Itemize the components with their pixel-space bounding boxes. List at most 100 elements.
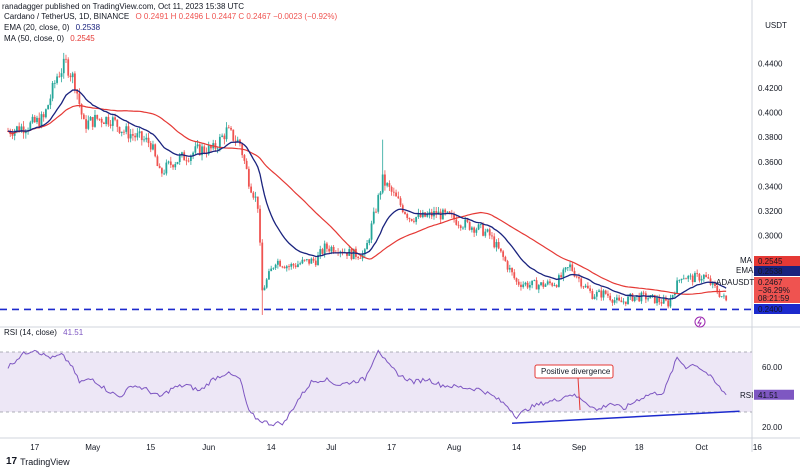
candle-body <box>473 227 476 233</box>
candle-body <box>185 160 188 162</box>
candle-body <box>479 224 482 225</box>
candle-body <box>557 275 560 287</box>
attribution: ranadagger published on TradingView.com,… <box>2 2 245 11</box>
candle-body <box>707 277 710 279</box>
candle-body <box>499 248 502 252</box>
candle-body <box>484 231 487 236</box>
candle-body <box>381 174 384 193</box>
ema-axis-text: EMA <box>736 266 754 275</box>
candle-body <box>560 275 563 278</box>
candle-body <box>96 114 99 119</box>
candle-body <box>401 205 404 213</box>
candle-body <box>274 264 277 268</box>
candle-body <box>40 114 43 127</box>
last-price-tag <box>754 277 800 303</box>
candle-body <box>580 278 583 287</box>
rsi-legend[interactable]: RSI (14, close) 41.51 <box>4 328 87 338</box>
candle-body <box>446 211 449 213</box>
candle-body <box>109 124 112 126</box>
candle-body <box>221 135 224 137</box>
candle-body <box>125 126 128 132</box>
candle-body <box>611 300 614 303</box>
candle-body <box>65 58 67 60</box>
tradingview-logo-icon: 17 <box>6 456 18 467</box>
time-tick-label: 15 <box>146 443 155 452</box>
candle-body <box>252 192 255 198</box>
candle-body <box>49 98 52 106</box>
candle-body <box>709 278 712 285</box>
tradingview-footer[interactable]: 17 TradingView <box>6 456 70 467</box>
ma-legend[interactable]: MA (50, close, 0) 0.2545 <box>4 34 99 44</box>
candle-body <box>111 117 114 126</box>
candle-body <box>314 260 317 266</box>
time-tick-label: Jun <box>202 443 215 452</box>
candle-body <box>406 214 409 218</box>
candle-body <box>189 155 192 161</box>
candle-body <box>386 183 389 186</box>
candle-body <box>136 133 139 138</box>
candle-body <box>388 183 391 187</box>
candle-body <box>67 59 70 76</box>
candle-body <box>116 119 119 127</box>
footer-brand: TradingView <box>20 456 70 467</box>
candle-body <box>448 211 451 214</box>
candle-body <box>511 267 513 273</box>
candle-body <box>544 284 547 287</box>
candle-body <box>502 251 505 257</box>
time-tick-label: Jul <box>326 443 336 452</box>
candle-body <box>435 211 438 215</box>
candle-body <box>370 223 373 240</box>
candle-body <box>131 134 134 136</box>
candle-body <box>71 73 74 78</box>
candle-body <box>546 281 549 285</box>
candle-body <box>723 295 725 297</box>
candle-body <box>87 120 90 129</box>
price-tick-label: 0.3200 <box>758 207 783 216</box>
candle-body <box>578 277 580 279</box>
price-tick-label: 0.4200 <box>758 84 783 93</box>
candle-body <box>94 114 96 127</box>
candle-body <box>453 214 455 220</box>
candle-body <box>176 161 179 165</box>
last-price-tag-text: −36.29% <box>758 286 790 295</box>
candle-body <box>535 280 538 290</box>
candle-body <box>82 114 85 120</box>
candle-body <box>194 146 197 153</box>
candle-body <box>201 146 203 156</box>
time-tick-label: 14 <box>512 443 521 452</box>
candle-body <box>114 117 116 120</box>
symbol-axis-text: ADAUSDT <box>716 278 754 287</box>
ema-legend[interactable]: EMA (20, close, 0) 0.2538 <box>4 23 104 33</box>
candle-body <box>299 263 302 265</box>
last-price-tag-text: 08:21:59 <box>758 294 790 303</box>
candle-body <box>225 127 228 140</box>
candle-body <box>522 284 525 288</box>
candle-body <box>62 58 65 74</box>
symbol-title: Cardano / TetherUS, 1D, BINANCE <box>4 12 130 21</box>
candle-body <box>631 293 634 302</box>
ema-value: 0.2538 <box>75 23 101 32</box>
candle-body <box>515 278 518 282</box>
candle-body <box>685 278 687 280</box>
candle-body <box>270 268 273 272</box>
candle-body <box>346 252 348 256</box>
candle-body <box>571 264 574 271</box>
candle-body <box>230 127 232 130</box>
candle-body <box>660 302 663 304</box>
candle-body <box>687 275 690 279</box>
candle-body <box>698 273 701 281</box>
candle-body <box>288 266 290 268</box>
candle-body <box>33 116 36 123</box>
candle-body <box>464 219 467 228</box>
candle-body <box>468 221 471 230</box>
candle-body <box>618 297 621 301</box>
candle-body <box>696 273 699 274</box>
candle-body <box>549 281 551 284</box>
rsi-band <box>0 352 752 412</box>
candle-body <box>223 135 226 140</box>
candle-body <box>263 287 266 291</box>
candle-body <box>352 248 355 260</box>
candle-body <box>705 274 707 278</box>
candle-body <box>100 118 103 123</box>
